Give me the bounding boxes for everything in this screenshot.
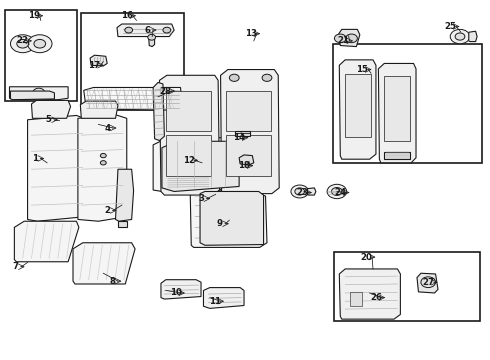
Polygon shape bbox=[9, 87, 68, 100]
Circle shape bbox=[148, 35, 156, 40]
Text: 10: 10 bbox=[170, 288, 182, 297]
Text: 2: 2 bbox=[104, 206, 110, 215]
Bar bbox=[166, 91, 211, 131]
Text: 24: 24 bbox=[334, 188, 346, 197]
Text: 12: 12 bbox=[183, 156, 195, 165]
Polygon shape bbox=[469, 31, 477, 41]
Text: 5: 5 bbox=[46, 115, 51, 124]
Polygon shape bbox=[308, 188, 316, 195]
Text: 1: 1 bbox=[32, 154, 38, 163]
Polygon shape bbox=[203, 288, 244, 309]
Polygon shape bbox=[190, 190, 267, 247]
Polygon shape bbox=[378, 63, 416, 163]
Polygon shape bbox=[339, 269, 400, 319]
Polygon shape bbox=[159, 75, 220, 195]
Text: 4: 4 bbox=[104, 123, 110, 132]
Bar bbox=[350, 292, 362, 306]
Circle shape bbox=[345, 34, 357, 42]
Text: 7: 7 bbox=[12, 262, 19, 271]
Circle shape bbox=[327, 184, 346, 199]
Text: 16: 16 bbox=[121, 11, 133, 20]
Polygon shape bbox=[80, 101, 118, 118]
Polygon shape bbox=[10, 91, 54, 100]
Circle shape bbox=[100, 153, 106, 158]
Bar bbox=[4, 10, 77, 101]
Text: 13: 13 bbox=[245, 29, 257, 38]
Polygon shape bbox=[417, 273, 438, 293]
Text: 19: 19 bbox=[28, 11, 40, 20]
Circle shape bbox=[421, 277, 436, 288]
Polygon shape bbox=[339, 30, 360, 46]
Polygon shape bbox=[339, 60, 376, 159]
Circle shape bbox=[163, 27, 171, 33]
Polygon shape bbox=[27, 116, 86, 221]
Polygon shape bbox=[153, 138, 241, 194]
Polygon shape bbox=[90, 55, 107, 66]
Text: 23: 23 bbox=[296, 188, 309, 197]
Text: 21: 21 bbox=[338, 36, 350, 45]
Circle shape bbox=[334, 34, 346, 42]
Polygon shape bbox=[148, 27, 155, 46]
Text: 14: 14 bbox=[233, 133, 245, 142]
Text: 22: 22 bbox=[17, 36, 29, 45]
Circle shape bbox=[125, 27, 133, 33]
Bar bbox=[334, 252, 480, 320]
Polygon shape bbox=[153, 82, 164, 140]
Polygon shape bbox=[118, 221, 127, 227]
Polygon shape bbox=[161, 280, 201, 299]
Polygon shape bbox=[239, 155, 254, 165]
Text: 18: 18 bbox=[238, 161, 250, 170]
Circle shape bbox=[455, 33, 465, 40]
Circle shape bbox=[262, 74, 272, 81]
Polygon shape bbox=[78, 115, 127, 221]
Bar bbox=[166, 135, 211, 176]
Bar bbox=[384, 76, 410, 140]
Bar bbox=[226, 135, 271, 176]
Circle shape bbox=[10, 35, 35, 53]
Text: 25: 25 bbox=[444, 22, 456, 31]
Polygon shape bbox=[384, 152, 410, 159]
Circle shape bbox=[331, 188, 342, 195]
Circle shape bbox=[229, 74, 239, 81]
Text: 3: 3 bbox=[198, 194, 204, 203]
Circle shape bbox=[295, 188, 305, 195]
Text: 28: 28 bbox=[160, 86, 172, 95]
Circle shape bbox=[33, 88, 45, 97]
Polygon shape bbox=[220, 69, 279, 194]
Text: 27: 27 bbox=[422, 278, 434, 287]
Polygon shape bbox=[162, 141, 239, 192]
Text: 15: 15 bbox=[356, 65, 368, 74]
Bar bbox=[333, 44, 482, 163]
Circle shape bbox=[291, 185, 309, 198]
Circle shape bbox=[17, 40, 28, 48]
Polygon shape bbox=[200, 192, 264, 245]
Polygon shape bbox=[116, 169, 134, 221]
Text: 8: 8 bbox=[109, 276, 115, 285]
Bar bbox=[81, 13, 184, 110]
Polygon shape bbox=[84, 87, 182, 110]
Circle shape bbox=[27, 35, 52, 53]
Bar bbox=[345, 74, 370, 137]
Polygon shape bbox=[117, 24, 174, 37]
Circle shape bbox=[450, 30, 470, 44]
Circle shape bbox=[100, 161, 106, 165]
Text: 9: 9 bbox=[217, 219, 222, 228]
Circle shape bbox=[34, 40, 46, 48]
Text: 20: 20 bbox=[360, 253, 372, 262]
Text: 6: 6 bbox=[144, 26, 150, 35]
Bar bbox=[226, 91, 271, 131]
Polygon shape bbox=[31, 100, 71, 118]
Text: 26: 26 bbox=[370, 293, 382, 302]
Text: 11: 11 bbox=[209, 297, 221, 306]
Text: 17: 17 bbox=[89, 61, 100, 70]
Polygon shape bbox=[73, 243, 135, 284]
Polygon shape bbox=[235, 131, 250, 136]
Polygon shape bbox=[14, 221, 79, 262]
